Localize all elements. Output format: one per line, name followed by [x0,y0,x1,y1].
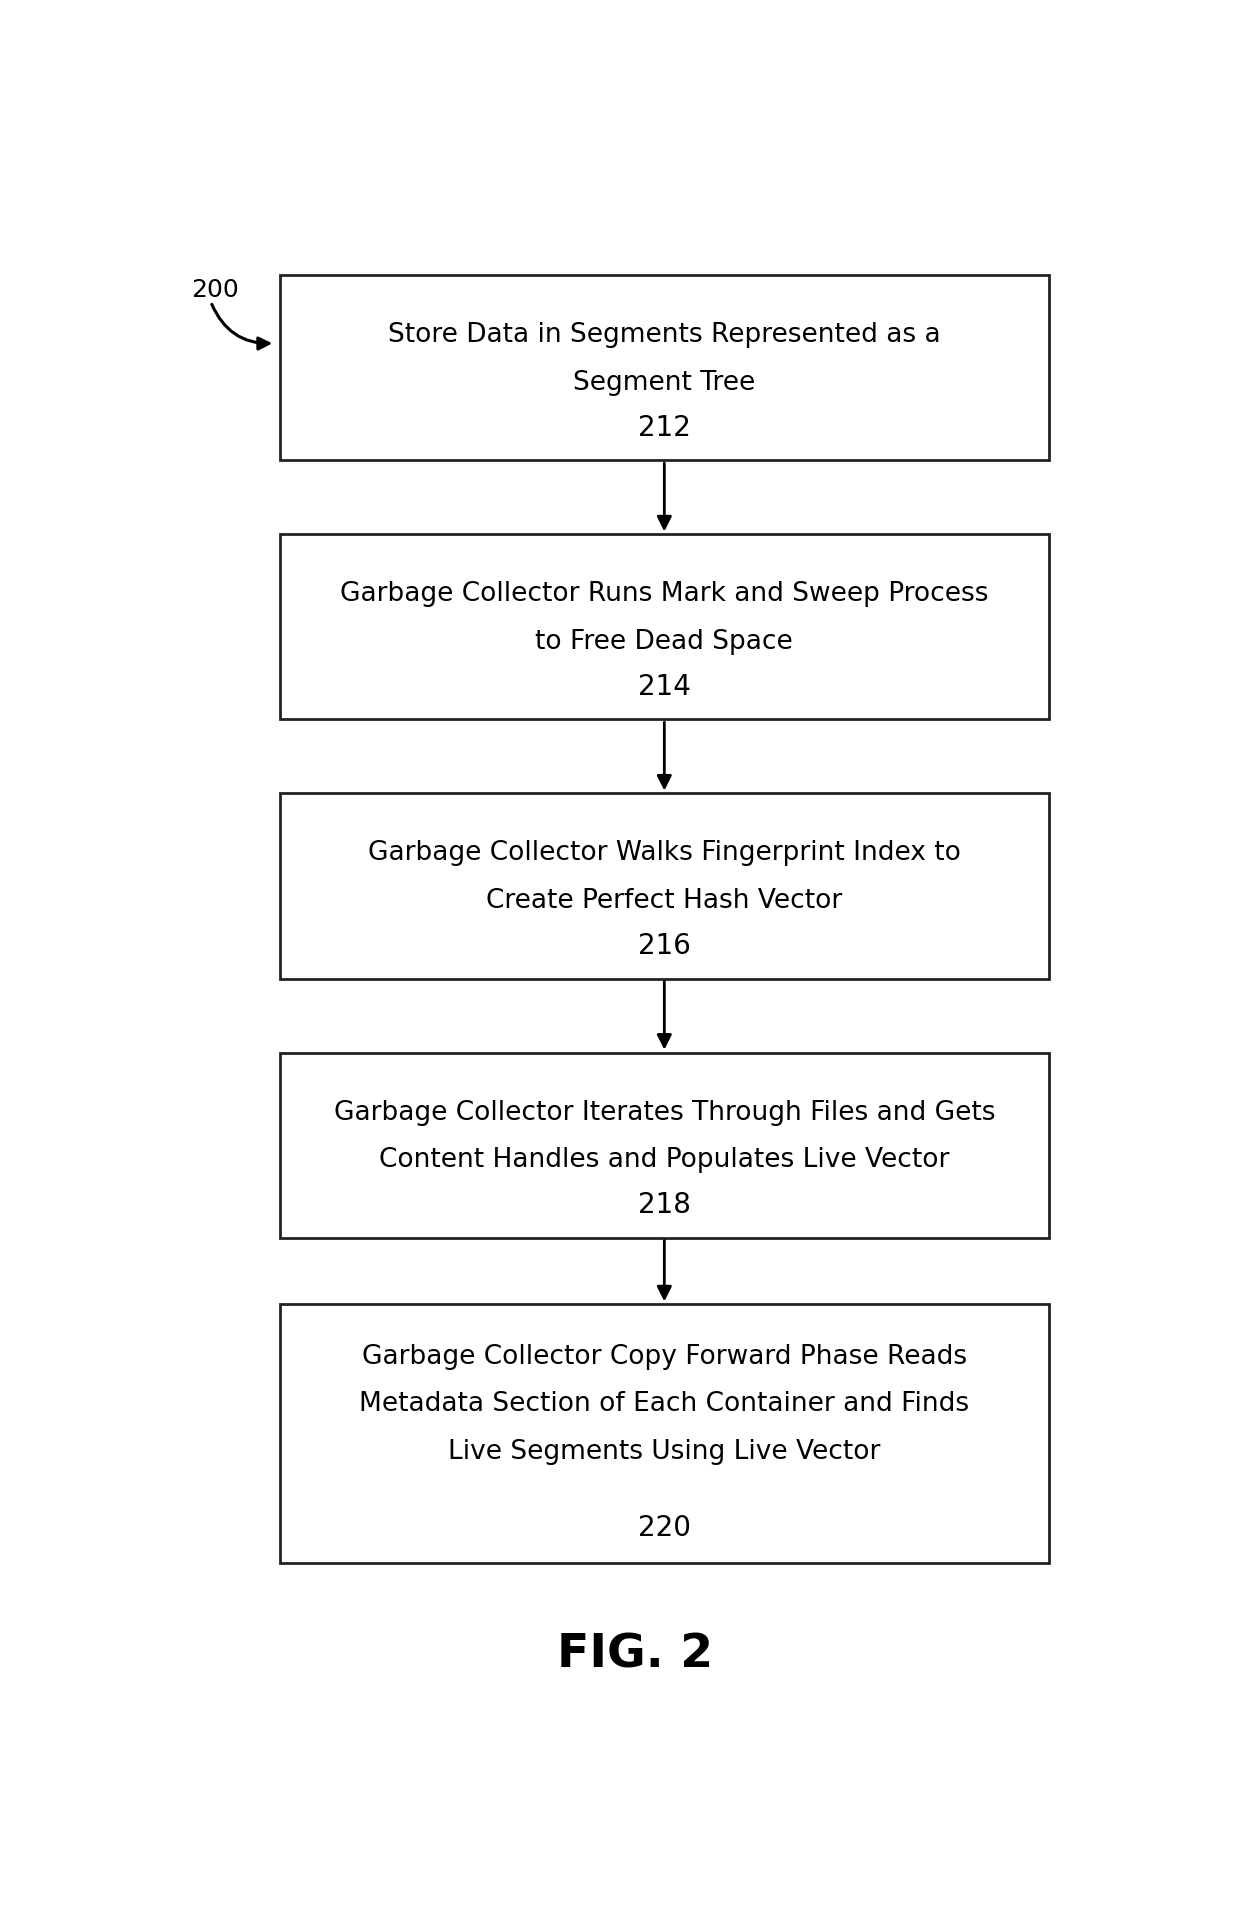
Text: Content Handles and Populates Live Vector: Content Handles and Populates Live Vecto… [379,1146,950,1173]
Text: Garbage Collector Walks Fingerprint Index to: Garbage Collector Walks Fingerprint Inde… [368,840,961,867]
FancyBboxPatch shape [280,1052,1049,1238]
Text: Garbage Collector Copy Forward Phase Reads: Garbage Collector Copy Forward Phase Rea… [362,1344,967,1369]
Text: Garbage Collector Runs Mark and Sweep Process: Garbage Collector Runs Mark and Sweep Pr… [340,581,988,608]
FancyBboxPatch shape [280,794,1049,979]
Text: Metadata Section of Each Container and Finds: Metadata Section of Each Container and F… [360,1390,970,1417]
Text: Live Segments Using Live Vector: Live Segments Using Live Vector [448,1438,880,1465]
Text: Store Data in Segments Represented as a: Store Data in Segments Represented as a [388,323,941,348]
Text: 214: 214 [637,673,691,700]
FancyBboxPatch shape [280,1304,1049,1563]
Text: FIG. 2: FIG. 2 [558,1633,713,1677]
Text: 220: 220 [637,1513,691,1542]
Text: 200: 200 [191,279,239,302]
Text: to Free Dead Space: to Free Dead Space [536,629,794,654]
Text: 218: 218 [637,1190,691,1219]
Text: 212: 212 [637,413,691,442]
FancyBboxPatch shape [280,535,1049,719]
Text: 216: 216 [637,933,691,960]
Text: Create Perfect Hash Vector: Create Perfect Hash Vector [486,888,842,913]
Text: Segment Tree: Segment Tree [573,369,755,396]
FancyBboxPatch shape [280,275,1049,460]
Text: Garbage Collector Iterates Through Files and Gets: Garbage Collector Iterates Through Files… [334,1100,994,1125]
